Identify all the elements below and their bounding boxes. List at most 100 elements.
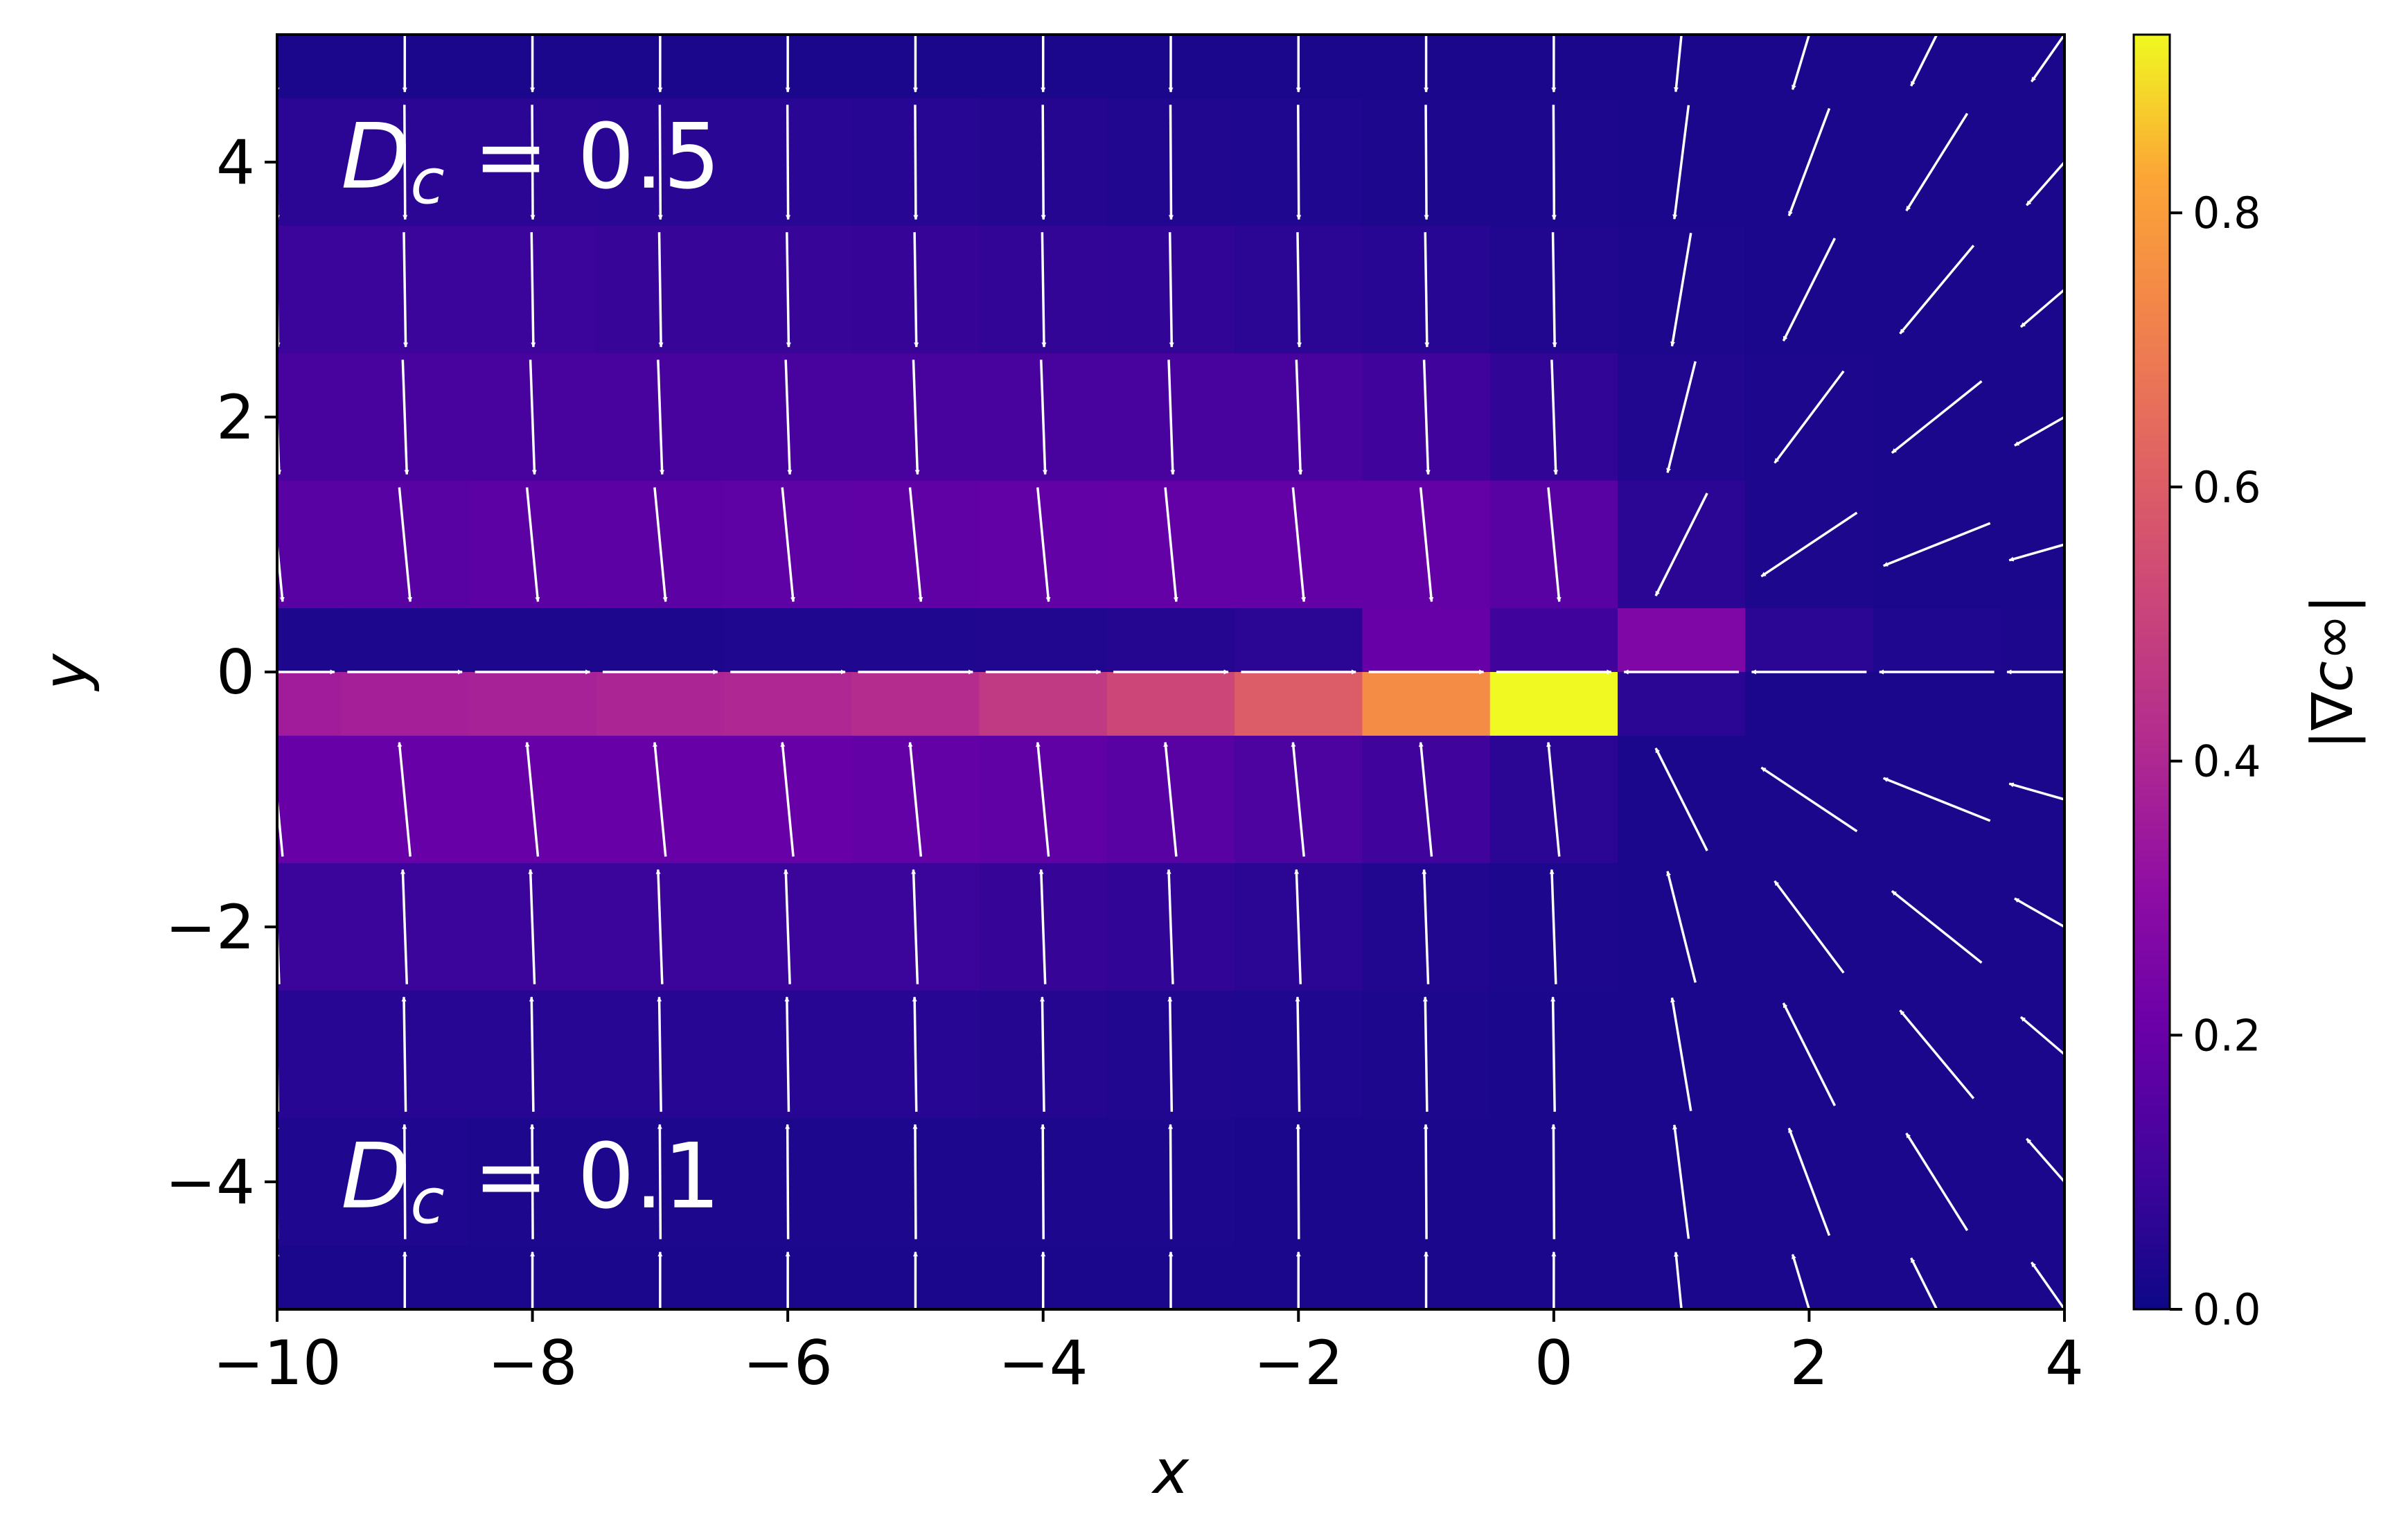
field-arrow (1774, 880, 1845, 974)
field-arrow (400, 869, 409, 984)
field-arrow (2014, 415, 2064, 447)
field-arrow (1035, 741, 1050, 857)
heatmap-cell (277, 863, 342, 991)
field-arrow (2026, 1138, 2064, 1184)
field-arrow (912, 1124, 918, 1239)
field-arrow (657, 232, 664, 348)
field-arrow (2019, 287, 2064, 328)
heatmap-cell (2000, 481, 2064, 609)
field-arrow (908, 741, 923, 857)
field-arrow (784, 996, 790, 1112)
heatmap-cell (1618, 608, 1746, 673)
field-arrow (1905, 1132, 1969, 1232)
field-arrow (655, 869, 664, 984)
field-arrow (1654, 493, 1708, 596)
field-arrow (1774, 370, 1845, 464)
field-arrow (397, 741, 412, 857)
field-arrow (1654, 747, 1708, 851)
field-arrow (657, 360, 665, 475)
heatmap-cell (2000, 672, 2064, 736)
field-arrow (913, 105, 919, 220)
heatmap-cell (2000, 1246, 2064, 1309)
field-arrow (913, 232, 919, 348)
field-arrow (1891, 380, 1983, 454)
heatmap-cell (1745, 35, 1874, 99)
field-arrow (1891, 890, 1983, 964)
heatmap-cell (1106, 672, 1235, 736)
field-arrow (1039, 360, 1047, 475)
field-arrow (1164, 487, 1178, 603)
heatmap-cell (851, 608, 980, 673)
field-arrow (908, 487, 923, 603)
heatmap-cell (2000, 226, 2064, 354)
field-arrow (1550, 996, 1556, 1112)
field-arrow (1422, 360, 1431, 475)
heatmap-cell (277, 736, 342, 864)
field-arrow (1551, 232, 1557, 348)
annotations: Dc = 0.5 Dc = 0.1 (341, 104, 720, 1238)
colorbar-label: |∇c∞| (2300, 594, 2366, 750)
heatmap-cell (277, 1246, 342, 1309)
y-axis: −4 −2 0 2 4 (165, 127, 277, 1218)
heatmap-cell (277, 353, 342, 481)
heatmap-cell (1362, 672, 1491, 736)
field-arrow (1910, 1257, 1938, 1309)
heatmap-cell (1873, 35, 2001, 99)
field-arrow (1549, 869, 1557, 984)
field-arrow (1422, 996, 1429, 1112)
field-arrow (1666, 361, 1697, 474)
field-arrow (1546, 741, 1561, 857)
heatmap-cell (341, 608, 469, 673)
field-arrow (1787, 107, 1831, 217)
heatmap-cell (1489, 672, 1618, 736)
field-arrow (781, 487, 795, 603)
heatmap-cell (596, 608, 725, 673)
field-arrow (912, 996, 918, 1112)
field-arrow (2014, 897, 2064, 929)
heatmap-cell (468, 608, 597, 673)
field-arrow (1167, 360, 1176, 475)
field-arrow (1424, 232, 1430, 348)
y-tick-label: 0 (216, 637, 255, 708)
field-arrow (401, 360, 409, 475)
heatmap-cell (1873, 672, 2001, 736)
colorbar: 0.0 0.2 0.4 0.6 0.8 |∇c∞| (2132, 33, 2366, 1335)
field-arrow (1550, 360, 1559, 475)
field-arrow (1782, 238, 1837, 342)
y-tick-label: −2 (165, 892, 255, 963)
heatmap-cell (979, 608, 1108, 673)
field-arrow (530, 232, 536, 348)
field-arrow (529, 360, 537, 475)
field-arrow (1036, 487, 1051, 603)
field-arrow (657, 996, 662, 1112)
field-arrow (1038, 869, 1047, 984)
field-arrow (525, 487, 540, 603)
heatmap-cell (596, 672, 725, 736)
field-arrow (2008, 782, 2064, 801)
heatmap-cell (2000, 1118, 2064, 1246)
field-arrow (1899, 1009, 1975, 1099)
annotation-label: Dc = 0.1 (341, 1124, 720, 1238)
field-arrow (524, 741, 540, 857)
heatmap-cell (2000, 35, 2064, 99)
heatmap-cell (2000, 736, 2064, 864)
field-arrow (1899, 245, 1975, 335)
field-arrow (2031, 1262, 2064, 1309)
x-tick-label: −10 (213, 1327, 342, 1399)
field-arrow (1422, 869, 1430, 984)
field-arrow (1168, 232, 1174, 348)
field-arrow (1883, 522, 1991, 567)
field-arrow (1295, 360, 1303, 475)
heatmap-cell (277, 991, 342, 1119)
heatmap-cell (277, 608, 342, 673)
field-arrow (1905, 112, 1969, 212)
field-arrow (277, 531, 285, 603)
field-arrow (2019, 1016, 2064, 1056)
heatmap-cell (1618, 1246, 1746, 1309)
x-axis-label: x (1151, 1436, 1189, 1507)
field-arrow (1166, 869, 1174, 984)
y-tick-label: −4 (165, 1147, 255, 1218)
field-arrow (529, 1124, 535, 1239)
heatmap-cell (724, 672, 852, 736)
field-arrow (401, 996, 407, 1112)
